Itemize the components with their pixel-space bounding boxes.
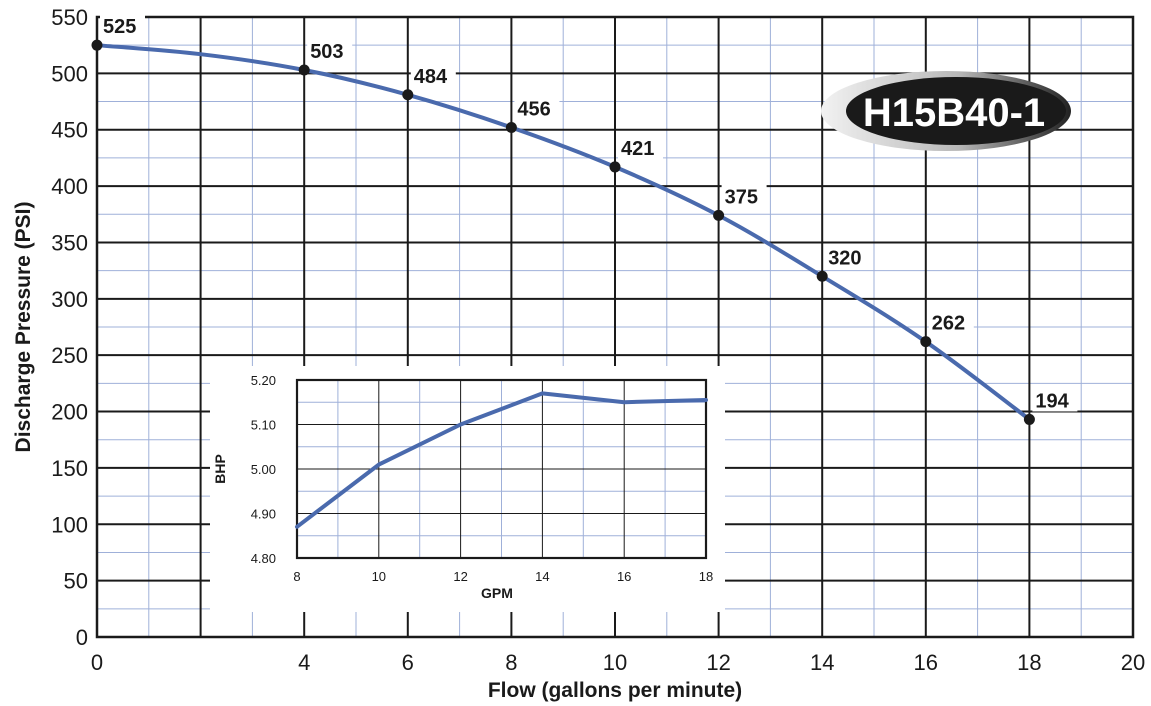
inset-y-tick-label: 5.20 (251, 373, 276, 388)
data-label-background (410, 62, 456, 87)
inset-y-axis-title: BHP (212, 454, 228, 484)
data-label: 320 (828, 247, 861, 269)
inset-x-tick-label: 18 (699, 569, 713, 584)
x-tick-label: 8 (505, 650, 517, 675)
inset-y-tick-label: 4.90 (251, 507, 276, 522)
pressure-marker (505, 121, 517, 133)
data-label: 525 (103, 16, 136, 38)
badge-label: H15B40-1 (863, 91, 1045, 135)
inset-y-tick-labels: 4.80 4.90 5.00 5.10 5.20 (251, 373, 276, 566)
inset-x-tick-label: 10 (372, 569, 386, 584)
y-tick-label: 150 (51, 456, 88, 481)
data-label: 375 (725, 186, 758, 208)
y-axis-title: Discharge Pressure (PSI) (12, 202, 35, 453)
y-tick-label: 350 (51, 230, 88, 255)
inset-y-tick-label: 5.00 (251, 462, 276, 477)
inset-x-tick-label: 14 (535, 569, 549, 584)
x-tick-label: 16 (914, 650, 938, 675)
inset-y-tick-label: 5.10 (251, 418, 276, 433)
pressure-marker (402, 89, 414, 101)
y-tick-label: 550 (51, 5, 88, 30)
inset-frame (295, 378, 708, 560)
y-tick-label: 100 (51, 512, 88, 537)
pressure-marker (1023, 413, 1035, 425)
x-axis-title: Flow (gallons per minute) (488, 679, 742, 702)
data-label-background (618, 134, 663, 159)
x-tick-label: 6 (402, 650, 414, 675)
main-x-tick-labels: 0 4 6 8 10 12 14 16 18 20 (91, 650, 1145, 675)
data-label-background (307, 37, 353, 62)
model-badge: H15B40-1 (821, 71, 1071, 151)
y-tick-label: 500 (51, 61, 88, 86)
x-tick-label: 0 (91, 650, 103, 675)
inset-grid (297, 380, 706, 558)
x-tick-label: 4 (298, 650, 310, 675)
inset-x-tick-label: 16 (617, 569, 631, 584)
y-tick-label: 300 (51, 287, 88, 312)
data-label: 262 (932, 313, 965, 335)
y-tick-label: 200 (51, 400, 88, 425)
y-tick-label: 450 (51, 118, 88, 143)
y-tick-label: 250 (51, 343, 88, 368)
data-label-background (100, 13, 145, 38)
data-label: 503 (310, 41, 343, 63)
data-label-background (825, 244, 871, 269)
pressure-marker (91, 39, 103, 51)
y-tick-label: 0 (76, 625, 88, 650)
inset-y-tick-label: 4.80 (251, 551, 276, 566)
data-label: 484 (414, 66, 448, 88)
data-label-background (928, 309, 974, 334)
pressure-marker (816, 270, 828, 282)
bhp-curve (295, 391, 708, 529)
data-label: 456 (517, 98, 550, 120)
data-label: 421 (621, 138, 654, 160)
x-tick-label: 12 (706, 650, 730, 675)
data-label-background (1032, 387, 1078, 412)
y-tick-label: 50 (64, 569, 88, 594)
inset-x-tick-label: 12 (453, 569, 467, 584)
pressure-curve (95, 43, 1032, 422)
data-label-background (721, 183, 767, 208)
x-tick-label: 14 (810, 650, 834, 675)
x-tick-label: 18 (1017, 650, 1041, 675)
inset-x-axis-title: GPM (481, 585, 513, 601)
bhp-inset-chart: 4.80 4.90 5.00 5.10 5.20 8 10 12 14 16 18 GPM BHP (210, 366, 725, 612)
inset-x-tick-label: 8 (293, 569, 300, 584)
x-tick-label: 20 (1121, 650, 1145, 675)
badge-core (846, 77, 1066, 145)
pressure-data-labels: 525 503 484 456 421 375 320 262 194 (100, 13, 1078, 412)
x-tick-label: 10 (603, 650, 627, 675)
pressure-marker (920, 336, 932, 348)
data-label: 194 (1035, 390, 1069, 412)
inset-background (210, 366, 725, 612)
inset-x-tick-labels: 8 10 12 14 16 18 (293, 569, 713, 584)
y-tick-label: 400 (51, 174, 88, 199)
main-y-tick-labels: 0 50 100 150 200 250 300 350 400 450 500 550 (51, 5, 88, 650)
pressure-markers (91, 39, 1035, 425)
pressure-marker (713, 209, 725, 221)
data-label-background (514, 95, 560, 120)
pressure-marker (298, 64, 310, 76)
pressure-marker (609, 161, 621, 173)
plot-frame (95, 15, 1135, 639)
